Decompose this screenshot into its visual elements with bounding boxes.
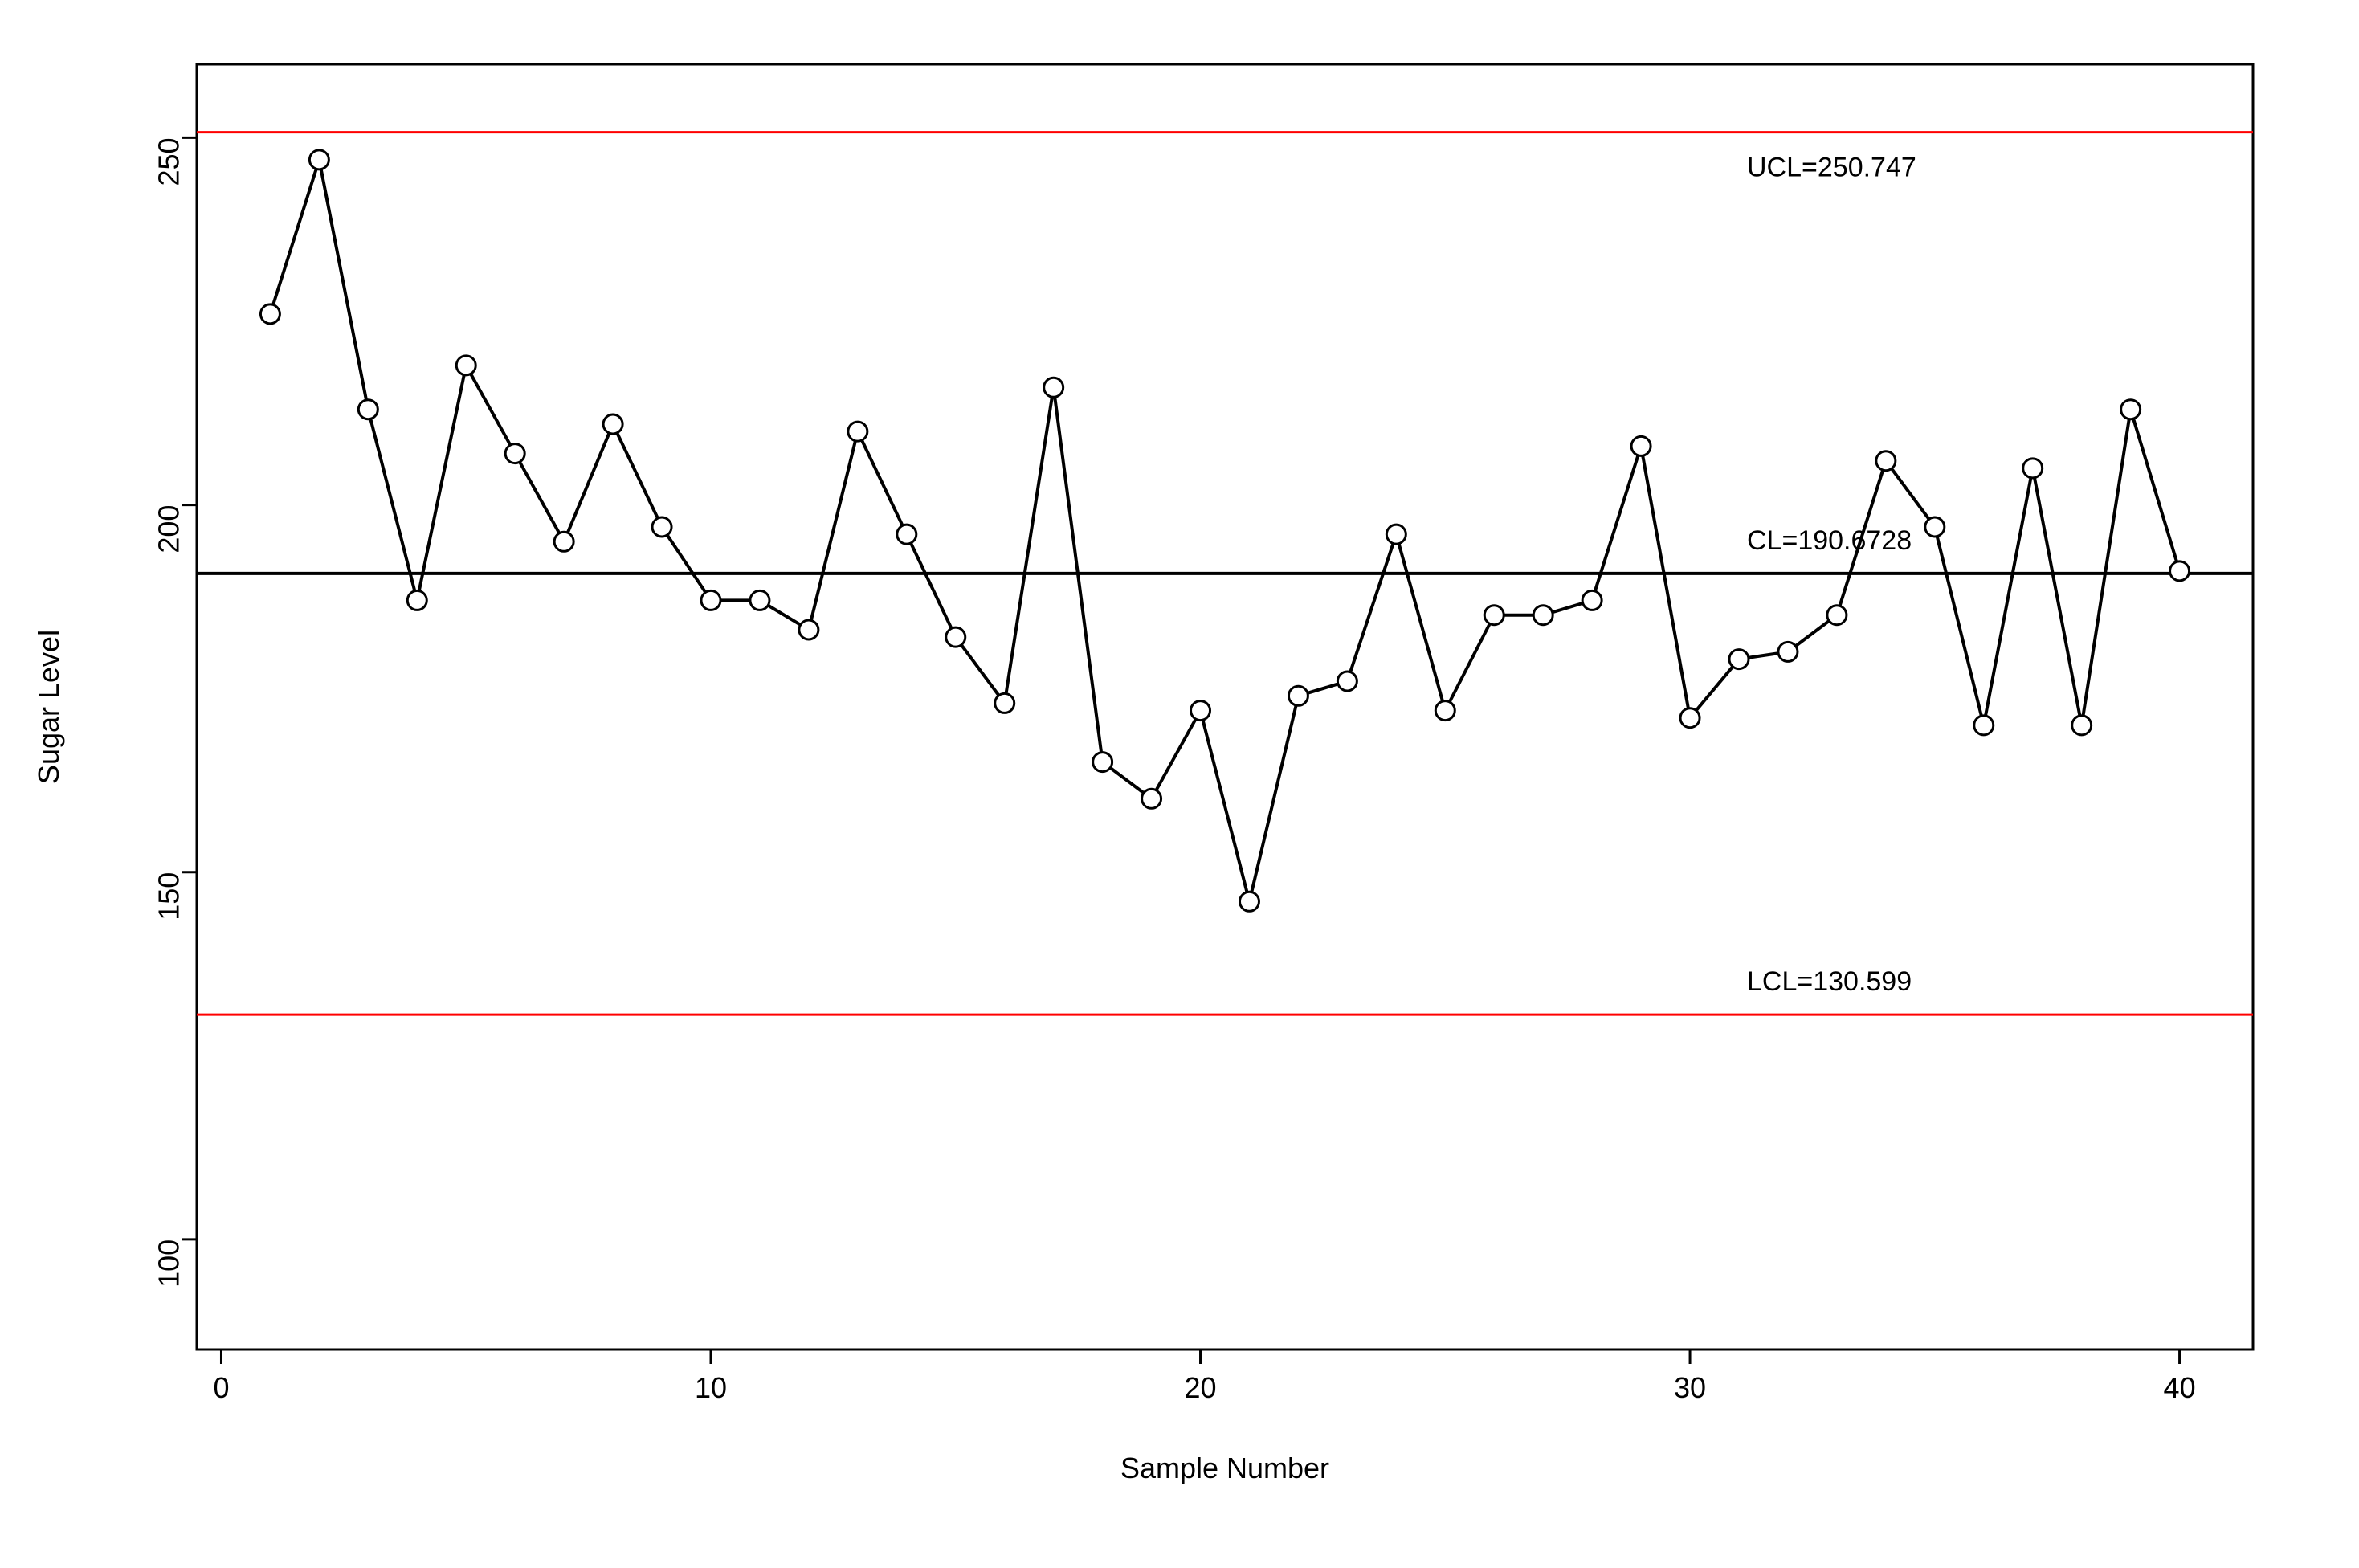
- lcl-label: LCL=130.599: [1747, 966, 1912, 997]
- x-tick-label: 10: [695, 1371, 727, 1404]
- y-tick-label: 100: [153, 1239, 186, 1288]
- data-point: [2170, 561, 2190, 581]
- data-point: [1386, 525, 1406, 544]
- data-point: [358, 400, 378, 419]
- x-tick-label: 30: [1674, 1371, 1706, 1404]
- data-point: [799, 620, 818, 639]
- y-tick-label: 200: [153, 505, 186, 553]
- data-point: [603, 414, 622, 434]
- data-point: [505, 444, 524, 463]
- data-point: [1337, 672, 1357, 691]
- chart-svg: UCL=250.747 CL=190.6728 LCL=130.599 0 10 20 30…: [0, 0, 2359, 1568]
- data-point: [260, 304, 280, 324]
- y-tick-label: 250: [153, 137, 186, 186]
- data-point: [897, 525, 916, 544]
- x-axis-label: Sample Number: [1120, 1452, 1329, 1484]
- data-point: [1582, 590, 1602, 610]
- data-point: [1142, 789, 1161, 808]
- data-point: [1435, 701, 1455, 721]
- data-point: [750, 590, 769, 610]
- data-point: [1778, 642, 1798, 661]
- data-point: [407, 590, 426, 610]
- data-point: [1729, 650, 1749, 669]
- data-point: [946, 627, 965, 647]
- x-tick-label: 0: [213, 1371, 229, 1404]
- ucl-label: UCL=250.747: [1747, 153, 1916, 183]
- data-point: [652, 517, 671, 537]
- data-point: [2023, 459, 2043, 478]
- data-point: [1631, 436, 1651, 455]
- data-point: [995, 693, 1014, 713]
- x-tick-label: 20: [1185, 1371, 1217, 1404]
- cl-label: CL=190.6728: [1747, 525, 1912, 556]
- data-point: [554, 532, 573, 551]
- data-point: [1533, 606, 1553, 625]
- data-point: [1484, 606, 1504, 625]
- data-point: [1974, 716, 1994, 735]
- y-tick-label: 150: [153, 872, 186, 921]
- control-chart: UCL=250.747 CL=190.6728 LCL=130.599 0 10 20 30…: [0, 0, 2359, 1568]
- data-point: [1288, 686, 1308, 705]
- data-point: [2121, 400, 2141, 419]
- data-point: [1191, 701, 1210, 721]
- data-point: [1827, 606, 1847, 625]
- data-point: [1876, 451, 1896, 471]
- data-point: [2072, 716, 2092, 735]
- y-axis-label: Sugar Level: [32, 630, 65, 784]
- x-tick-label: 40: [2164, 1371, 2196, 1404]
- data-point: [456, 356, 475, 375]
- data-point: [701, 590, 720, 610]
- data-point: [1239, 892, 1259, 911]
- data-point: [309, 150, 329, 169]
- data-point: [1680, 708, 1700, 728]
- data-point: [848, 422, 867, 441]
- chart-background: [0, 0, 2359, 1568]
- data-point: [1044, 378, 1063, 397]
- data-point: [1093, 753, 1112, 772]
- data-point: [1925, 517, 1945, 537]
